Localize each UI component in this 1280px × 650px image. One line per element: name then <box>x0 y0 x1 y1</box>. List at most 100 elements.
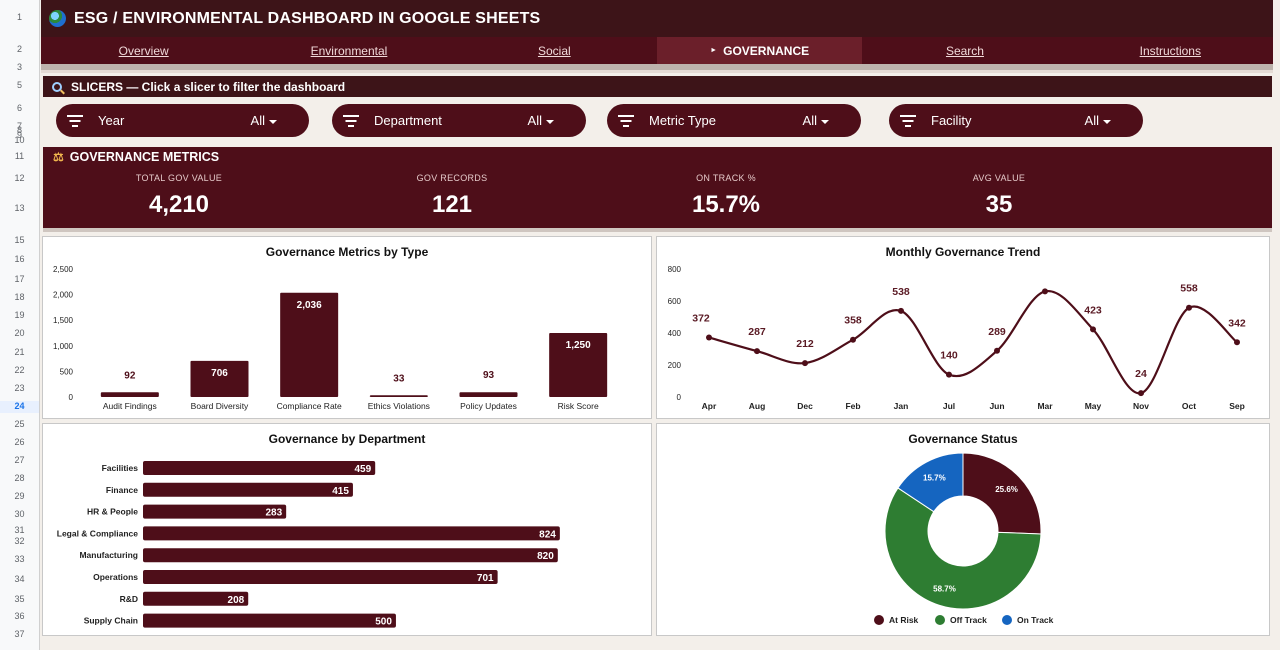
row-number[interactable]: 1 <box>16 12 22 22</box>
y-tick-label: Operations <box>93 572 138 582</box>
data-point <box>1042 288 1048 295</box>
y-tick-label: 2,000 <box>53 291 74 300</box>
chart-svg: 0 500 1,000 1,500 2,000 2,500 92 Audit Findings… <box>53 265 608 411</box>
row-number[interactable]: 18 <box>14 292 25 302</box>
bar <box>459 392 518 397</box>
tab-environmental[interactable]: Environmental <box>246 37 451 64</box>
data-point <box>1234 339 1240 346</box>
tab-social[interactable]: Social <box>452 37 657 64</box>
chart-metrics-by-type[interactable]: Governance Metrics by Type 0 500 1,000 1,50… <box>42 236 652 419</box>
row-number[interactable]: 36 <box>14 611 25 621</box>
chart-governance-status[interactable]: Governance Status 25.6% 58.7% 15.7% At Risk… <box>656 423 1270 636</box>
row-number[interactable]: 35 <box>14 594 25 604</box>
row-number[interactable]: 11 <box>14 151 25 161</box>
slicer-value[interactable]: All <box>251 113 277 128</box>
kpi-avg-value: AVG VALUE 35 <box>879 173 1119 219</box>
row-number[interactable]: 15 <box>14 235 25 245</box>
bar <box>143 591 249 606</box>
governance-metrics-panel: ⚖ GOVERNANCE METRICS TOTAL GOV VALUE 4,2… <box>43 147 1272 228</box>
kpi-label: TOTAL GOV VALUE <box>135 173 223 183</box>
kpi-on-track-pct: ON TRACK % 15.7% <box>606 173 846 219</box>
tab-instructions[interactable]: Instructions <box>1068 37 1273 64</box>
row-number[interactable]: 12 <box>14 173 25 183</box>
metrics-header: ⚖ GOVERNANCE METRICS <box>53 150 219 164</box>
x-tick-label: Audit Findings <box>103 401 157 411</box>
slicers-header: SLICERS — Click a slicer to filter the d… <box>43 76 1272 97</box>
y-tick-label: 0 <box>677 393 682 402</box>
row-number[interactable]: 5 <box>16 80 22 90</box>
row-number[interactable]: 31 <box>14 525 25 535</box>
slicer-value-text: All <box>250 113 265 128</box>
row-number[interactable]: 22 <box>14 365 25 375</box>
data-label: 423 <box>1084 304 1102 316</box>
slicer-metric-type[interactable]: Metric Type All <box>607 104 861 137</box>
legend-marker <box>935 615 945 625</box>
chart-by-department[interactable]: Governance by Department Facilities 459 Fi… <box>42 423 652 636</box>
tab-label: Search <box>945 43 984 58</box>
magnifier-icon <box>52 81 62 92</box>
y-tick-label: 500 <box>60 367 74 376</box>
slicer-value[interactable]: All <box>803 113 829 128</box>
data-label: 289 <box>988 326 1006 338</box>
row-number[interactable]: 26 <box>14 437 25 447</box>
legend-marker <box>874 615 884 625</box>
row-number[interactable]: 28 <box>14 473 25 483</box>
data-label: 459 <box>355 464 372 475</box>
globe-icon <box>49 10 66 27</box>
chart-monthly-trend[interactable]: Monthly Governance Trend 0 200 400 600 800 37… <box>656 236 1270 419</box>
row-number[interactable]: 13 <box>14 203 25 213</box>
row-number[interactable]: 3 <box>16 62 22 72</box>
x-tick-label: Oct <box>1182 401 1196 411</box>
tab-overview[interactable]: Overview <box>41 37 246 64</box>
bar <box>280 292 339 397</box>
row-number[interactable]: 33 <box>14 554 25 564</box>
tab-governance[interactable]: ► GOVERNANCE <box>656 37 863 64</box>
y-tick-label: R&D <box>120 594 138 604</box>
row-number[interactable]: 20 <box>14 328 25 338</box>
filter-icon <box>66 114 84 128</box>
kpi-label: GOV RECORDS <box>416 173 488 183</box>
slicer-value[interactable]: All <box>528 113 554 128</box>
row-number[interactable]: 24 <box>0 401 39 413</box>
y-tick-label: 400 <box>668 329 682 338</box>
row-number[interactable]: 23 <box>14 383 25 393</box>
dashboard-title: ESG / ENVIRONMENTAL DASHBOARD IN GOOGLE … <box>74 9 541 27</box>
row-number[interactable]: 29 <box>14 491 25 501</box>
data-label: 25.6% <box>995 485 1018 494</box>
x-tick-label: Feb <box>845 401 860 411</box>
chart-title: Governance Metrics by Type <box>265 245 429 259</box>
row-number[interactable]: 8 <box>16 125 22 135</box>
row-number[interactable]: 32 <box>14 536 25 546</box>
x-tick-label: Sep <box>1229 401 1245 411</box>
row-number[interactable]: 7 <box>16 121 22 131</box>
tab-search[interactable]: Search <box>862 37 1067 64</box>
row-number[interactable]: 30 <box>14 509 25 519</box>
slicer-department[interactable]: Department All <box>332 104 586 137</box>
row-number[interactable]: 21 <box>14 347 25 357</box>
y-tick-label: 200 <box>668 361 682 370</box>
chart-title: Monthly Governance Trend <box>885 245 1041 259</box>
row-number[interactable]: 19 <box>14 310 25 320</box>
row-number[interactable]: 2 <box>16 44 22 54</box>
row-number[interactable]: 37 <box>14 629 25 639</box>
row-number[interactable]: 6 <box>16 103 22 113</box>
x-tick-label: Ethics Violations <box>368 401 430 411</box>
row-number[interactable]: 17 <box>14 274 25 284</box>
row-number[interactable]: 27 <box>14 455 25 465</box>
data-point <box>1186 304 1192 311</box>
row-number[interactable]: 34 <box>14 574 25 584</box>
chart-svg: 0 200 400 600 800 372 Apr 287 Aug 212 Dec 358 Feb 538… <box>668 265 1246 411</box>
divider <box>43 228 1272 232</box>
row-number[interactable]: 25 <box>14 419 25 429</box>
y-tick-label: Supply Chain <box>84 616 138 626</box>
row-number[interactable]: 9 <box>16 130 22 140</box>
slicer-facility[interactable]: Facility All <box>889 104 1143 137</box>
kpi-value: 4,210 <box>148 191 210 218</box>
row-number[interactable]: 16 <box>14 254 25 264</box>
row-number[interactable]: 10 <box>14 135 25 145</box>
kpi-total-gov-value: TOTAL GOV VALUE 4,210 <box>59 173 299 219</box>
slicer-year[interactable]: Year All <box>56 104 309 137</box>
slicer-value[interactable]: All <box>1085 113 1111 128</box>
caret-down-icon <box>269 119 277 124</box>
slicer-label: Facility <box>931 113 972 128</box>
